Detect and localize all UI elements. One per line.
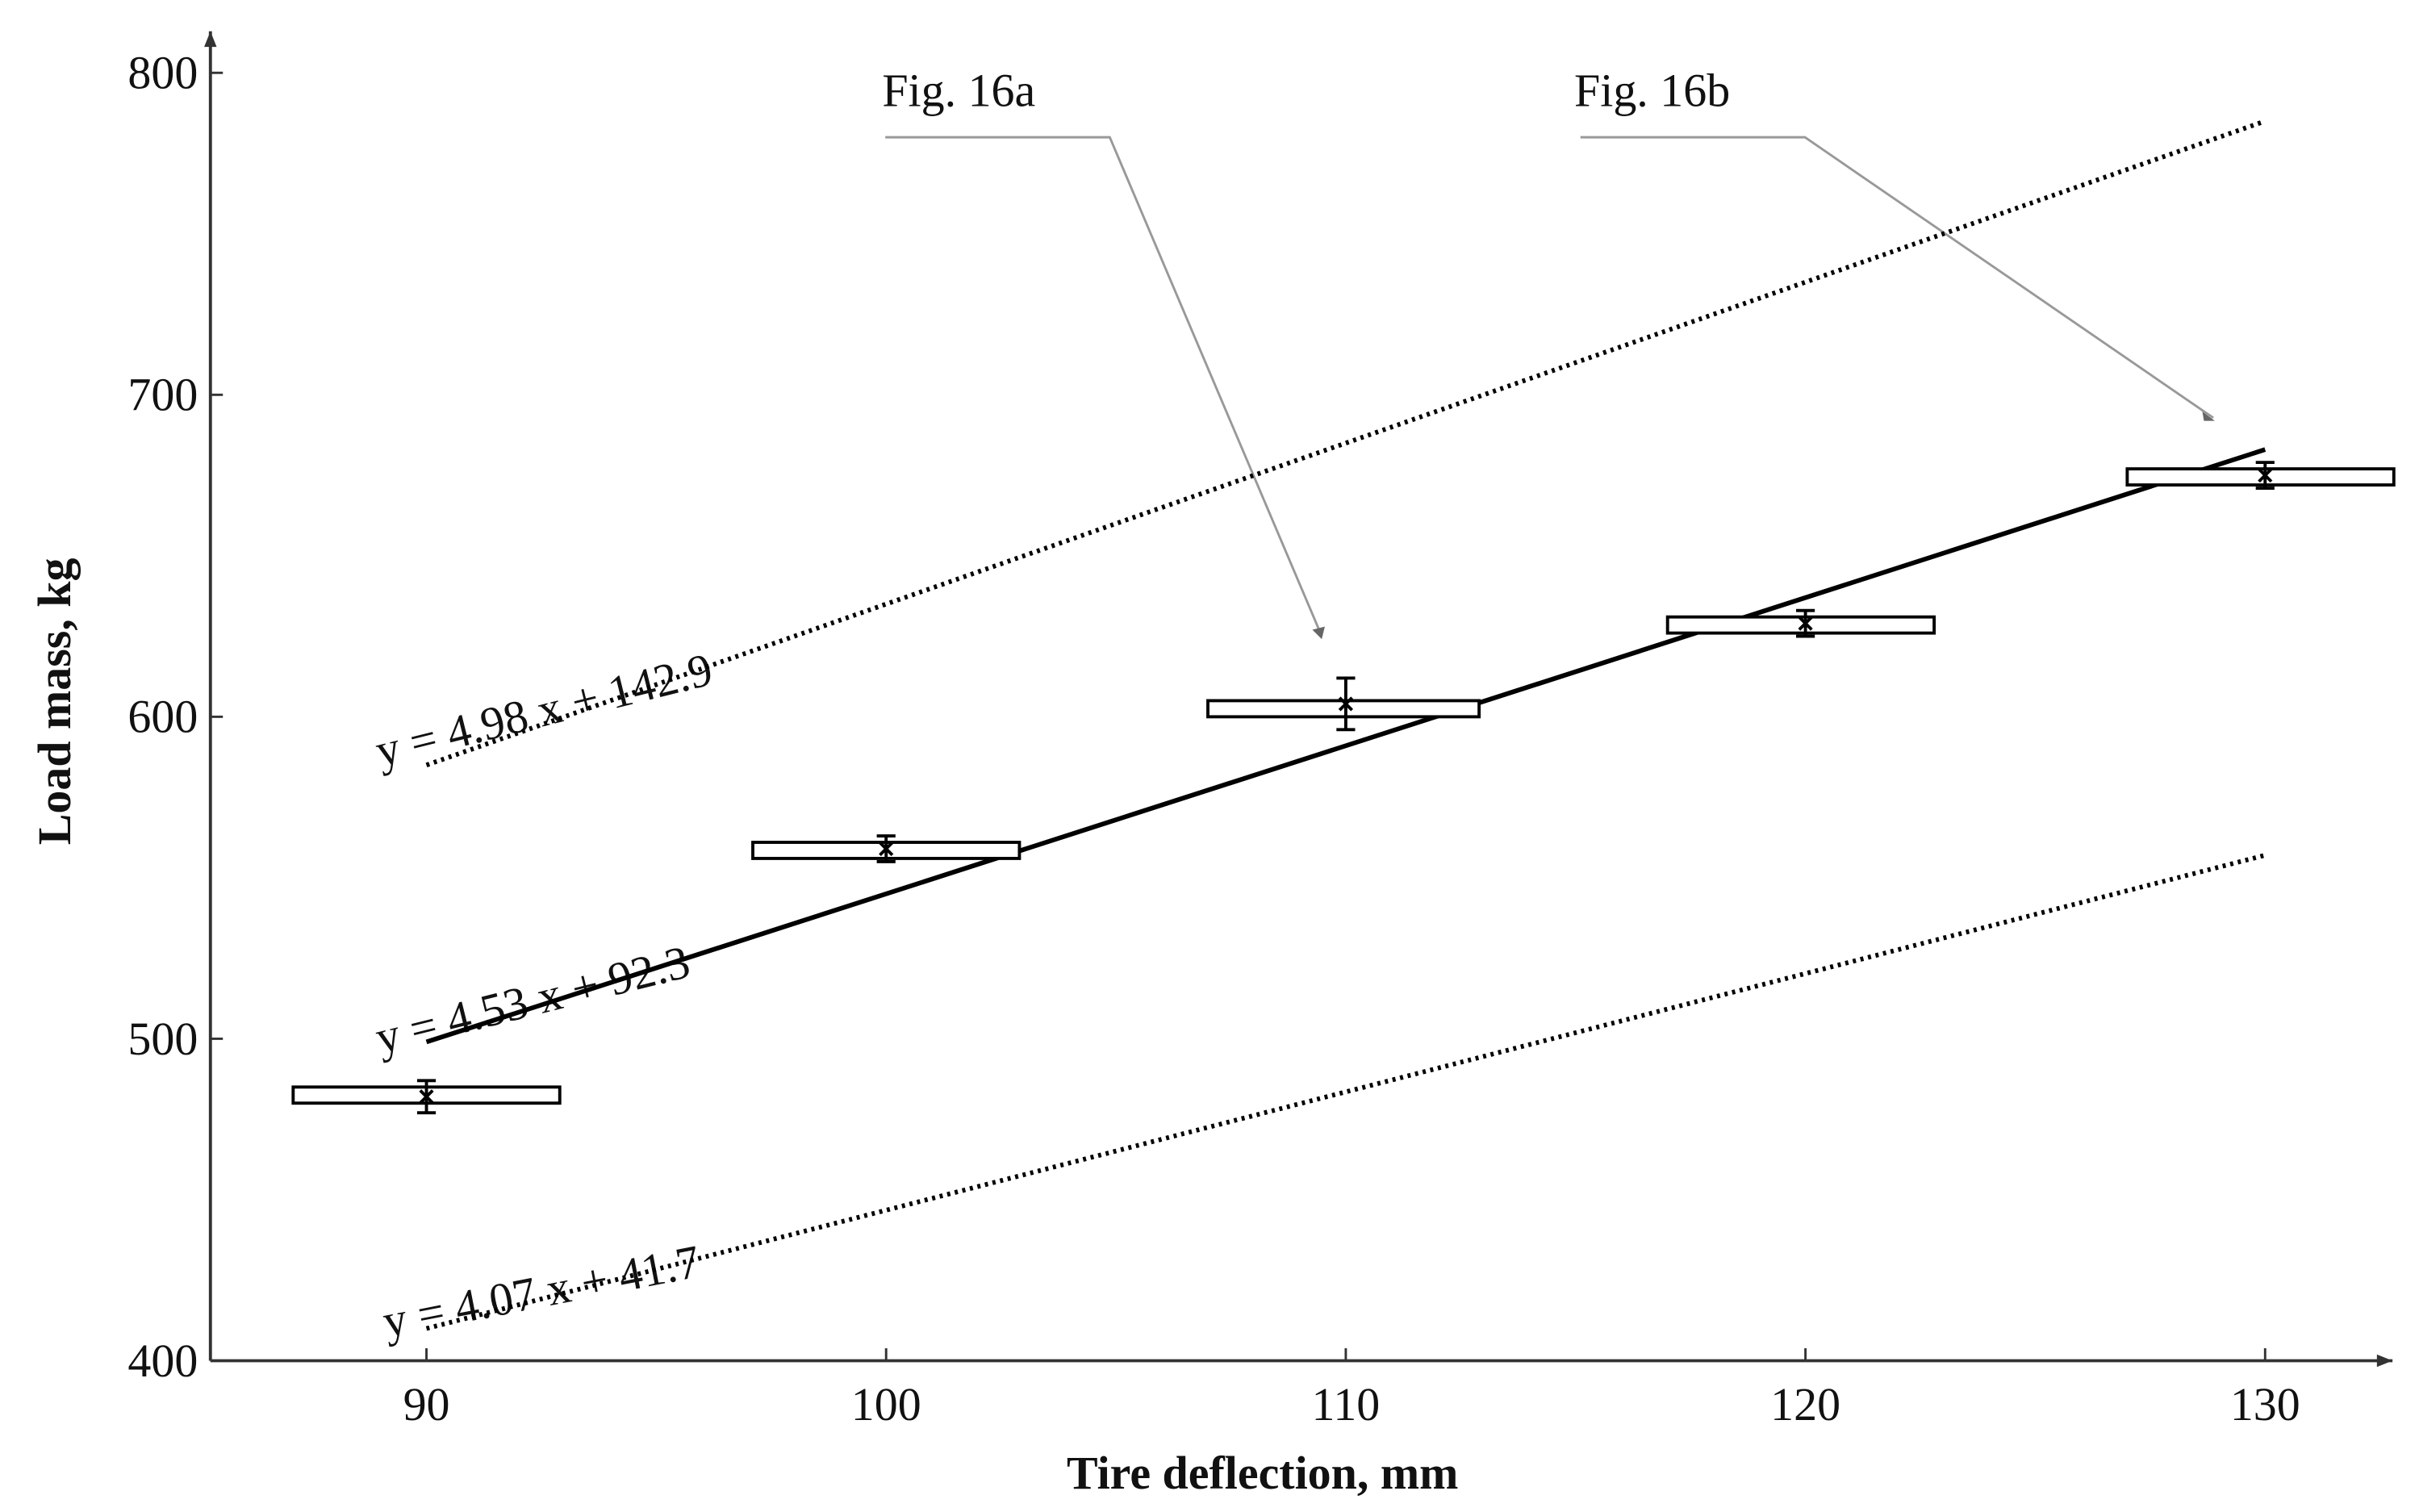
y-axis-label: Load mass, kg xyxy=(28,558,81,845)
y-tick-label: 400 xyxy=(127,1334,198,1387)
point xyxy=(2258,467,2273,483)
fit-line xyxy=(425,853,2267,1331)
leader-line xyxy=(885,136,1323,637)
y-tick-label: 600 xyxy=(127,691,198,743)
x-tick-label: 90 xyxy=(403,1378,450,1431)
annotation: Fig. 16b xyxy=(1574,64,1730,116)
arrow-head xyxy=(1312,411,2215,640)
x-tick-label: 110 xyxy=(1312,1378,1381,1431)
y-tick-label: 500 xyxy=(127,1013,198,1065)
point xyxy=(1798,616,1813,631)
x-tick-label: 130 xyxy=(2230,1378,2300,1431)
leader-line xyxy=(1580,136,2214,420)
point xyxy=(1338,696,1354,712)
x-axis-label: Tire deflection, mm xyxy=(1067,1447,1458,1499)
equation-label: y = 4.07 x + 41.7 xyxy=(378,1234,704,1347)
equation-label: y = 4.53 x + 92.3 xyxy=(370,935,695,1063)
annotation: Fig. 16a xyxy=(882,64,1035,116)
x-tick-label: 100 xyxy=(851,1378,921,1431)
y-tick-label: 700 xyxy=(127,369,198,421)
fit-line xyxy=(425,447,2267,1045)
point xyxy=(419,1089,434,1105)
fit-line xyxy=(425,119,2267,767)
y-tick-label: 800 xyxy=(127,47,198,99)
x-tick-label: 120 xyxy=(1770,1378,1840,1431)
equation-label: y = 4.98 x + 142.9 xyxy=(370,643,717,777)
point xyxy=(879,841,894,857)
